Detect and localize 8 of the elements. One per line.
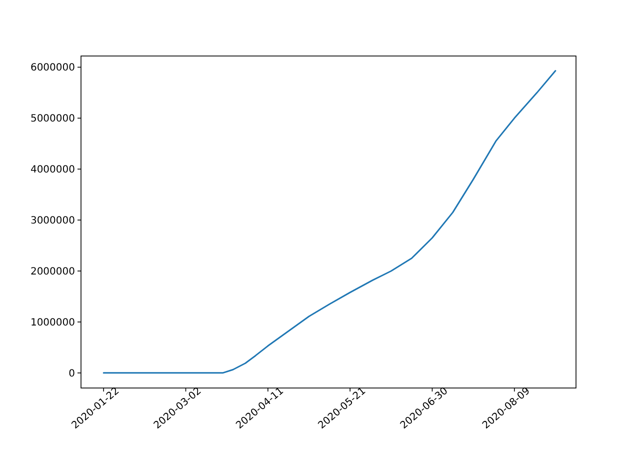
y-tick-label: 5000000	[30, 114, 75, 125]
y-tick-label: 1000000	[30, 317, 75, 328]
line-series	[102, 70, 556, 374]
y-tick-label: 3000000	[30, 216, 75, 227]
y-tick-label: 6000000	[30, 62, 75, 74]
y-tick-label: 0	[68, 368, 75, 380]
y-tick-label: 2000000	[30, 266, 75, 278]
y-tick-label: 4000000	[30, 164, 75, 176]
